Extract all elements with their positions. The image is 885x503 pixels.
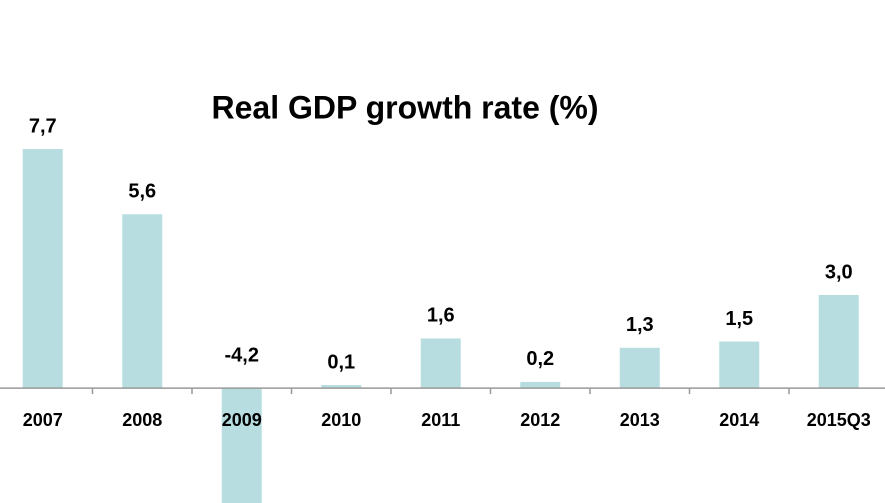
bar [321,385,362,389]
x-tick-label: 2015Q3 [807,410,871,430]
x-tick-label: 2014 [719,410,759,430]
x-tick-label: 2011 [421,410,460,430]
x-tick-label: 2009 [222,410,262,430]
bar [719,341,760,389]
value-label: 1,5 [725,308,753,330]
value-label: 3,0 [825,261,853,283]
value-label: 1,3 [626,314,654,336]
value-label: 0,2 [526,348,554,370]
bar [520,381,561,389]
bar [420,338,461,389]
value-label: -4,2 [225,344,259,366]
x-tick-label: 2007 [23,410,63,430]
bar [122,214,163,389]
x-tick-label: 2013 [620,410,660,430]
bar [221,388,262,503]
value-label: 7,7 [29,115,57,137]
value-label: 1,6 [427,305,455,327]
value-label: 5,6 [128,181,156,203]
x-tick-label: 2012 [520,410,560,430]
bar [818,294,859,389]
bar [619,347,660,389]
chart-title: Real GDP growth rate (%) [211,89,598,125]
bar [22,149,63,389]
value-label: 0,1 [327,351,355,373]
x-tick-label: 2008 [122,410,162,430]
x-tick-label: 2010 [321,410,361,430]
